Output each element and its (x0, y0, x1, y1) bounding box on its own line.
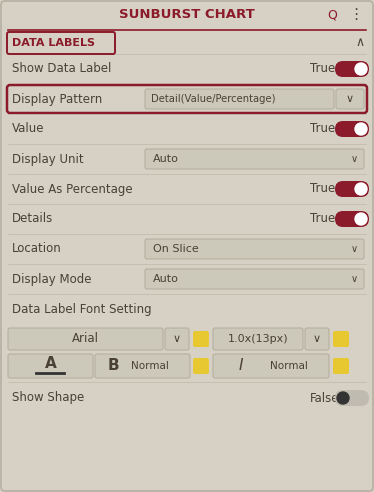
Text: Show Data Label: Show Data Label (12, 62, 111, 75)
FancyBboxPatch shape (145, 149, 364, 169)
Text: True: True (310, 62, 335, 75)
Text: Location: Location (12, 243, 62, 255)
Text: Display Unit: Display Unit (12, 153, 84, 165)
Text: False: False (310, 392, 340, 404)
Circle shape (355, 213, 367, 225)
FancyBboxPatch shape (336, 89, 364, 109)
FancyBboxPatch shape (335, 390, 369, 406)
FancyBboxPatch shape (305, 328, 329, 350)
Text: True: True (310, 123, 335, 135)
FancyBboxPatch shape (8, 354, 93, 378)
Text: 1.0x(13px): 1.0x(13px) (228, 334, 288, 344)
Text: Display Mode: Display Mode (12, 273, 92, 285)
Text: Display Pattern: Display Pattern (12, 92, 102, 105)
FancyBboxPatch shape (333, 331, 349, 347)
FancyBboxPatch shape (335, 181, 369, 197)
Text: SUNBURST CHART: SUNBURST CHART (119, 8, 255, 22)
FancyBboxPatch shape (335, 121, 369, 137)
FancyBboxPatch shape (165, 328, 189, 350)
FancyBboxPatch shape (213, 328, 303, 350)
FancyBboxPatch shape (145, 239, 364, 259)
FancyBboxPatch shape (145, 89, 334, 109)
Text: Value As Percentage: Value As Percentage (12, 183, 133, 195)
Text: Normal: Normal (131, 361, 169, 371)
Text: ∧: ∧ (355, 36, 365, 50)
FancyBboxPatch shape (8, 328, 163, 350)
Circle shape (355, 123, 367, 135)
Text: Auto: Auto (153, 154, 179, 164)
Text: Details: Details (12, 213, 53, 225)
Text: B: B (107, 359, 119, 373)
Text: True: True (310, 213, 335, 225)
FancyBboxPatch shape (95, 354, 190, 378)
FancyBboxPatch shape (145, 269, 364, 289)
FancyBboxPatch shape (193, 331, 209, 347)
Text: Q: Q (327, 8, 337, 22)
FancyBboxPatch shape (193, 358, 209, 374)
Text: Value: Value (12, 123, 45, 135)
Text: Auto: Auto (153, 274, 179, 284)
Text: DATA LABELS: DATA LABELS (12, 38, 95, 48)
Text: ∨: ∨ (350, 154, 358, 164)
Circle shape (355, 183, 367, 195)
FancyBboxPatch shape (213, 354, 329, 378)
FancyBboxPatch shape (7, 85, 367, 113)
Circle shape (337, 392, 349, 404)
Circle shape (355, 63, 367, 75)
Text: ∨: ∨ (350, 274, 358, 284)
FancyBboxPatch shape (333, 358, 349, 374)
Text: ∨: ∨ (313, 334, 321, 344)
Text: True: True (310, 183, 335, 195)
Text: ∨: ∨ (346, 94, 354, 104)
Text: Arial: Arial (72, 333, 99, 345)
Text: A: A (45, 357, 56, 371)
Text: ∨: ∨ (350, 244, 358, 254)
Text: Normal: Normal (270, 361, 308, 371)
Text: Detail(Value/Percentage): Detail(Value/Percentage) (151, 94, 276, 104)
Text: Show Shape: Show Shape (12, 392, 84, 404)
Text: ∨: ∨ (173, 334, 181, 344)
Text: On Slice: On Slice (153, 244, 199, 254)
Text: I: I (239, 359, 243, 373)
FancyBboxPatch shape (335, 61, 369, 77)
FancyBboxPatch shape (335, 211, 369, 227)
Text: Data Label Font Setting: Data Label Font Setting (12, 303, 151, 315)
FancyBboxPatch shape (7, 32, 115, 54)
Text: ⋮: ⋮ (348, 7, 364, 23)
